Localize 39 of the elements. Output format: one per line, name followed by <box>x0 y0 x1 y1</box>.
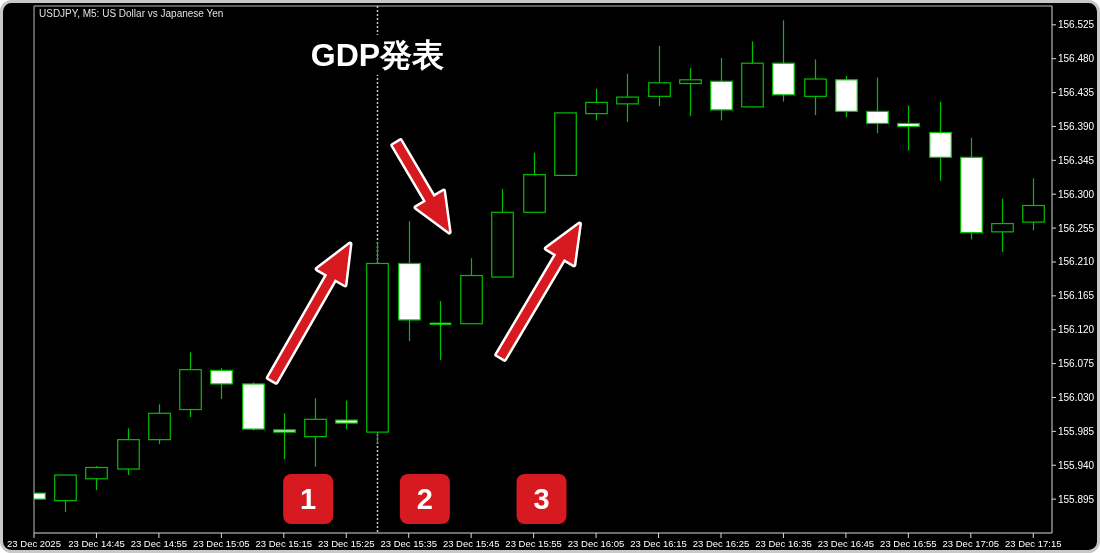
y-tick-label: 156.390 <box>1058 120 1095 132</box>
x-tick-label: 23 Dec 15:45 <box>442 538 500 549</box>
x-tick-label: 23 Dec 17:15 <box>1005 538 1062 549</box>
y-tick-label: 156.120 <box>1058 324 1095 336</box>
x-tick-label: 23 Dec 16:15 <box>630 538 687 549</box>
annotation: 3 <box>533 483 550 515</box>
y-tick-label: 155.895 <box>1058 493 1095 505</box>
y-tick-label: 156.300 <box>1058 188 1095 200</box>
x-tick-label: 23 Dec 14:45 <box>68 538 125 549</box>
y-tick-label: 156.210 <box>1058 256 1095 268</box>
chart-title: USDJPY, M5: US Dollar vs Japanese Yen <box>39 8 224 19</box>
x-tick-label: 23 Dec 2025 <box>7 538 61 549</box>
y-tick-label: 156.030 <box>1058 391 1095 403</box>
x-tick-label: 23 Dec 16:45 <box>817 538 875 549</box>
x-tick-label: 23 Dec 15:35 <box>380 538 437 549</box>
x-tick-label: 23 Dec 16:05 <box>567 538 625 549</box>
x-tick-label: 23 Dec 15:25 <box>318 538 375 549</box>
y-tick-label: 155.940 <box>1058 459 1095 471</box>
y-tick-label: 155.985 <box>1058 425 1095 437</box>
badge: 1 <box>283 474 334 524</box>
y-tick-label: 156.075 <box>1058 358 1095 370</box>
x-tick-label: 23 Dec 15:05 <box>193 538 250 549</box>
x-tick-label: 23 Dec 16:55 <box>880 538 937 549</box>
y-tick-label: 156.165 <box>1058 290 1095 302</box>
x-tick-label: 23 Dec 16:35 <box>755 538 812 549</box>
x-tick-label: 23 Dec 16:25 <box>692 538 750 549</box>
x-tick-label: 23 Dec 17:05 <box>942 538 1000 549</box>
badge: 2 <box>399 474 450 524</box>
y-tick-label: 156.255 <box>1058 222 1095 234</box>
annotation: 1 <box>300 483 317 515</box>
badge: 3 <box>516 474 567 524</box>
annotation: 2 <box>416 483 433 515</box>
x-tick-label: 23 Dec 15:55 <box>505 538 562 549</box>
y-tick-label: 156.345 <box>1058 154 1095 166</box>
y-tick-label: 156.525 <box>1058 19 1095 31</box>
x-tick-label: 23 Dec 15:15 <box>255 538 313 549</box>
y-tick-label: 156.480 <box>1058 53 1095 65</box>
y-tick-label: 156.435 <box>1058 87 1095 99</box>
x-tick-label: 23 Dec 14:55 <box>130 538 188 549</box>
